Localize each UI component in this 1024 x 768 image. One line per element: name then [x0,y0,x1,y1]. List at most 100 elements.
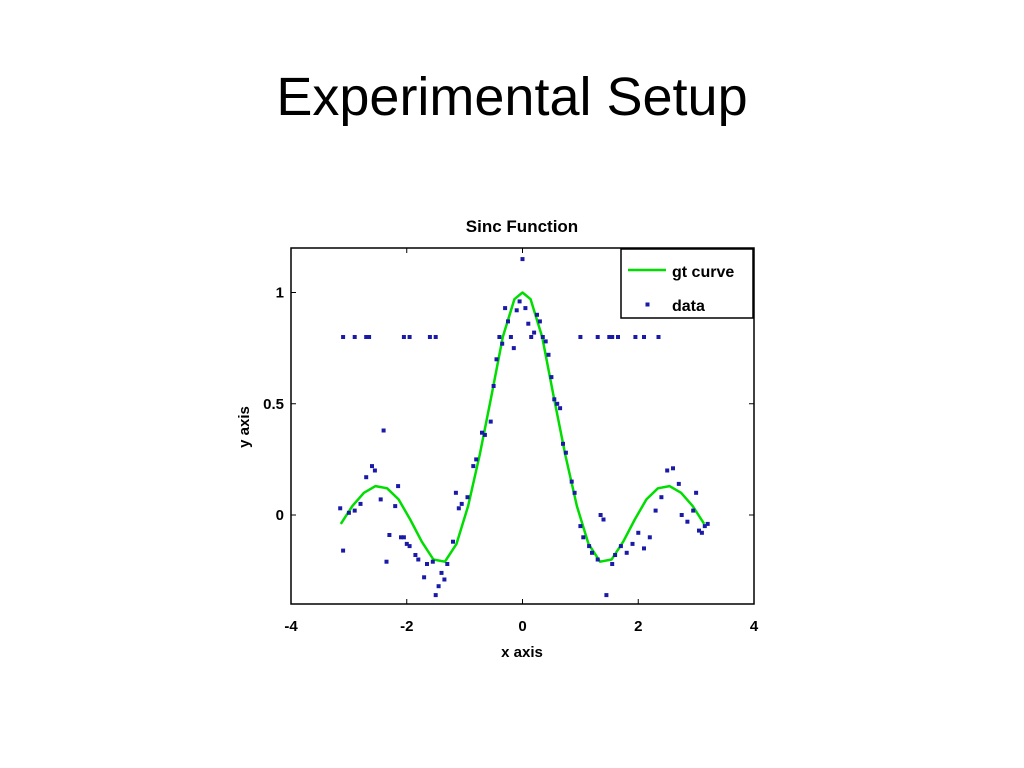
data-point [699,530,704,535]
data-point [595,335,600,339]
data-point [416,557,421,562]
data-point [378,497,383,502]
data-point [433,593,438,598]
data-point [503,306,508,311]
data-point [679,513,684,517]
x-tick-label: 0 [518,618,526,635]
x-tick-label: 2 [634,618,642,635]
legend-label-data: data [672,298,705,315]
y-tick-label: 0.5 [263,396,284,413]
data-point [341,335,346,339]
data-point [436,584,441,589]
data-point [613,553,618,557]
data-point [587,544,592,549]
data-point [630,541,635,546]
data-point [543,339,548,344]
data-point [624,550,629,555]
data-point [697,528,701,533]
data-point [396,484,401,489]
data-point [520,257,525,262]
data-point [581,535,586,540]
data-point [474,457,479,462]
x-tick-label: -4 [284,618,298,635]
data-point [404,541,409,546]
data-point [401,535,406,540]
data-point [352,335,357,339]
data-point [364,475,369,480]
data-point [384,559,389,564]
data-point [607,335,612,339]
data-point [471,464,476,469]
data-point [514,308,519,313]
data-point [511,346,516,351]
data-point [535,312,539,317]
data-point [506,319,510,324]
data-point [610,335,615,339]
data-point [529,335,534,339]
data-point [563,450,568,455]
data-point [636,530,641,535]
data-point [338,506,343,511]
data-point [393,504,398,509]
data-point [517,299,522,304]
data-point [465,495,470,500]
data-point [653,508,658,513]
data-point [401,335,406,339]
data-point [387,533,392,537]
data-point [549,375,554,380]
data-point [633,335,638,339]
data-point [488,419,493,424]
data-point [552,397,557,402]
data-point [500,341,505,346]
data-point [497,335,502,339]
tick-labels: -4 -2 0 2 4 0 0.5 1 [263,285,759,636]
data-point [413,553,418,557]
slide-title: Experimental Setup [276,67,748,127]
data-point [433,335,438,339]
chart-title: Sinc Function [466,217,578,236]
data-point [578,524,583,529]
data-point [523,306,528,311]
data-point [694,490,699,495]
data-point [610,562,615,566]
data-point [691,508,696,513]
data-point [367,335,372,339]
legend: gt curve data [620,248,754,319]
data-point [595,557,600,562]
data-point [451,539,455,544]
data-point [439,570,444,575]
data-point [659,495,664,500]
legend-point-swatch [645,302,650,307]
data-point [676,481,681,486]
data-point [561,441,565,446]
data-point [459,501,464,506]
y-axis-label: y axis [236,406,253,448]
data-point [665,468,670,473]
legend-label-gt-curve: gt curve [672,264,734,281]
data-point [671,466,675,471]
data-point [601,517,606,522]
data-point [526,321,531,326]
data-point [546,352,551,357]
data-point [482,432,487,437]
data-point [364,335,369,339]
data-point [705,521,710,526]
data-point [532,330,537,335]
y-tick-label: 0 [276,507,284,524]
data-point [352,508,357,513]
data-point [569,479,574,484]
data-point [372,468,377,473]
data-point [358,501,363,506]
data-point [427,335,432,339]
data-point [422,575,427,580]
data-point [407,544,412,549]
gt-curve-line [339,291,706,563]
data-point [425,562,429,566]
data-point [537,319,542,324]
data-point [381,428,386,433]
data-point [346,510,351,515]
legend-box [620,248,754,319]
y-tick-label: 1 [276,285,284,302]
